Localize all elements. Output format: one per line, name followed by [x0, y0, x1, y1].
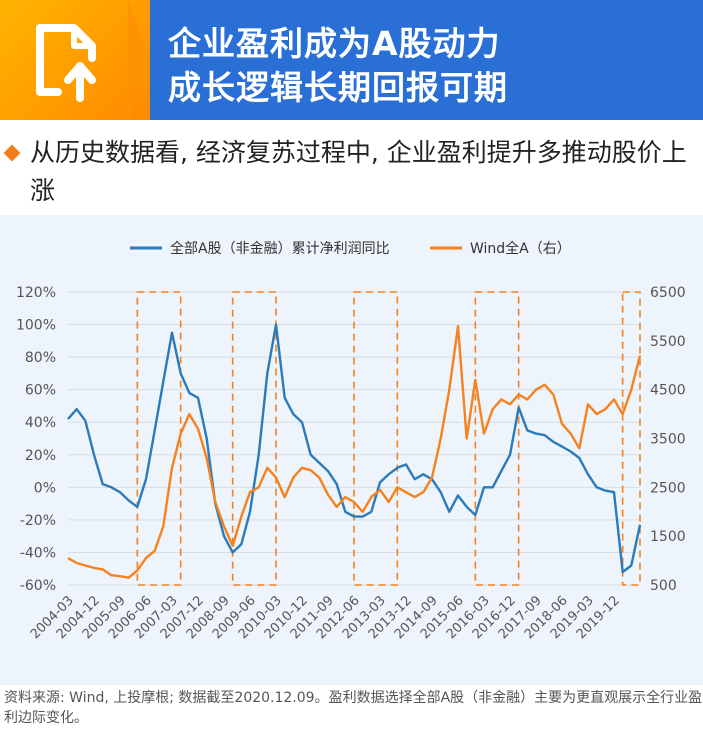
subtitle: 从历史数据看, 经济复苏过程中, 企业盈利提升多推动股价上涨 [30, 138, 687, 205]
series-lines [67, 323, 642, 579]
bullet-diamond-icon [3, 144, 21, 162]
series-line-wind-all-a [67, 325, 642, 579]
x-axis-ticks: 2004-032004-122005-092006-062007-032007-… [28, 593, 623, 642]
footnote: 资料来源: Wind, 上投摩根; 数据截至2020.12.09。盈利数据选择全… [4, 690, 703, 726]
right-tick-label: 2500 [650, 480, 686, 496]
left-tick-label: 20% [25, 448, 56, 464]
right-tick-label: 6500 [650, 285, 686, 301]
header-banner: 企业盈利成为A股动力 成长逻辑长期回报可期 [0, 0, 703, 120]
banner-icon-box [0, 0, 150, 120]
title-line-1: 企业盈利成为A股动力 [168, 24, 501, 63]
highlight-box-5 [621, 291, 641, 586]
document-upload-icon [36, 24, 96, 102]
left-tick-label: 100% [16, 318, 56, 334]
highlight-box-3 [353, 291, 399, 586]
left-axis-ticks: 120% 100% 80% 60% 40% 20% 0% -20% -40% -60% [16, 285, 56, 594]
legend-label-1: 全部A股（非金融）累计净利润同比 [170, 240, 390, 257]
left-tick-label: -60% [20, 578, 56, 594]
right-axis-ticks: 6500 5500 4500 3500 2500 1500 500 [650, 285, 686, 594]
chart-panel: 120% 100% 80% 60% 40% 20% 0% -20% -40% -60% 6500 5… [0, 215, 703, 685]
right-tick-label: 1500 [650, 529, 686, 545]
highlight-periods [136, 291, 641, 586]
left-tick-label: 60% [25, 383, 56, 399]
series-line-profit-yoy [67, 323, 642, 574]
left-tick-label: -40% [20, 545, 56, 561]
highlight-box-2 [231, 291, 277, 586]
banner-chevron [128, 0, 150, 120]
left-tick-label: -20% [20, 513, 56, 529]
left-tick-label: 0% [34, 480, 56, 496]
right-tick-label: 3500 [650, 432, 686, 448]
left-tick-label: 120% [16, 285, 56, 301]
chart: 120% 100% 80% 60% 40% 20% 0% -20% -40% -60% 6500 5… [16, 240, 686, 642]
left-tick-label: 80% [25, 350, 56, 366]
title-line-2: 成长逻辑长期回报可期 [168, 68, 508, 107]
legend: 全部A股（非金融）累计净利润同比 Wind全A（右） [130, 240, 571, 257]
right-tick-label: 5500 [650, 334, 686, 350]
page-title: 企业盈利成为A股动力 成长逻辑长期回报可期 [168, 22, 508, 110]
right-tick-label: 500 [650, 578, 677, 594]
right-tick-label: 4500 [650, 383, 686, 399]
left-tick-label: 40% [25, 415, 56, 431]
legend-label-2: Wind全A（右） [470, 240, 571, 257]
